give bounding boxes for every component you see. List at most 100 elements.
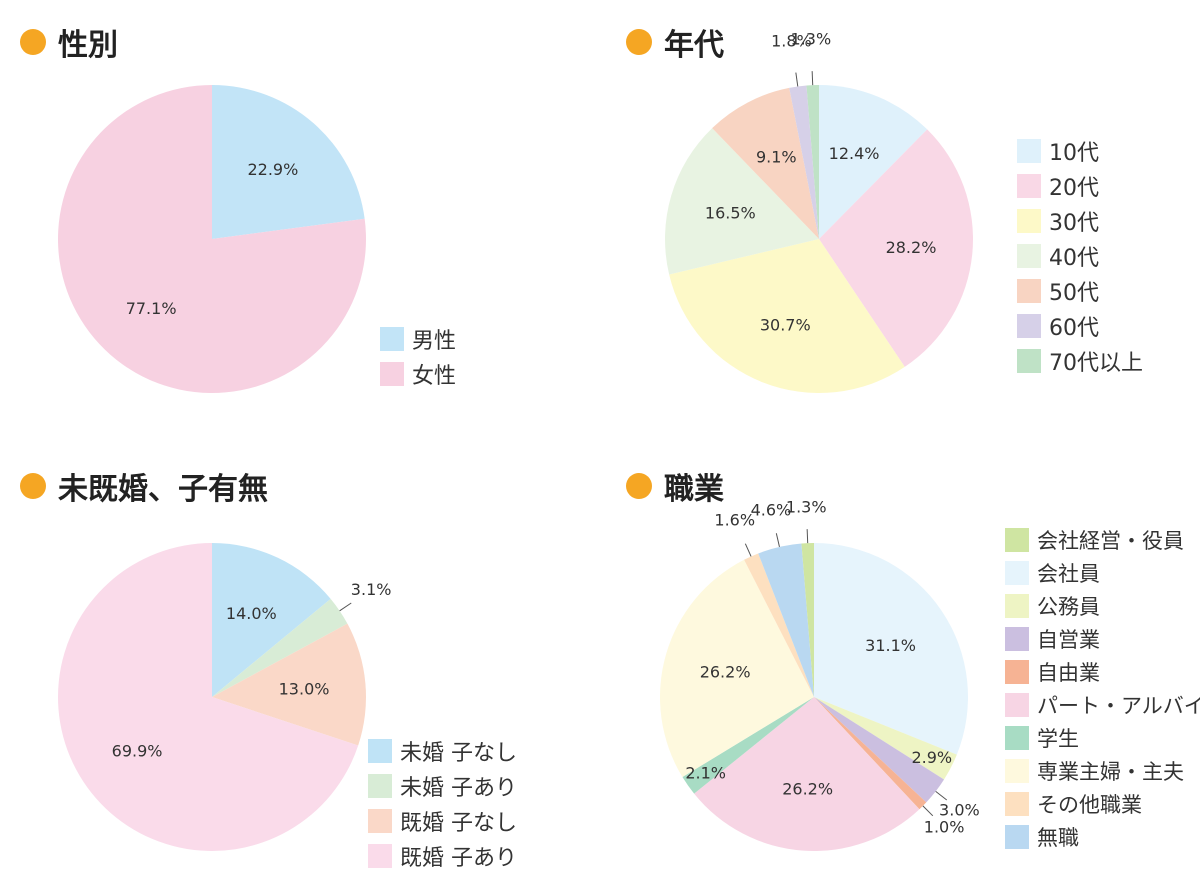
legend-item-female: 女性 <box>380 361 457 389</box>
legend-swatch <box>1017 279 1041 303</box>
slice-label: 13.0% <box>279 679 330 698</box>
legend-swatch <box>368 809 392 833</box>
legend-label: 無職 <box>1037 826 1079 850</box>
legend-item-civil-servant: 公務員 <box>1005 593 1200 619</box>
leader-line <box>935 790 948 801</box>
slice-label: 1.0% <box>924 818 965 837</box>
slice-label: 2.1% <box>685 764 726 783</box>
pie-slice <box>814 697 927 810</box>
pie-slice <box>819 129 973 367</box>
legend-item-20s: 20代 <box>1017 173 1143 201</box>
leader-line <box>806 529 809 544</box>
job-panel: 職業 31.1% 2.9% 3.0% 1.0% 26.2% 2.1% 26.2% 1.6% 4.… <box>600 440 1200 879</box>
title-dot-icon <box>20 473 46 499</box>
gender-title-text: 性別 <box>58 28 118 63</box>
slice-label: 1.6% <box>714 510 755 529</box>
legend-item-60s: 60代 <box>1017 313 1143 341</box>
legend-label: 既婚 子なし <box>400 811 517 836</box>
slice-label: 14.0% <box>226 604 277 623</box>
legend-item-70s-plus: 70代以上 <box>1017 348 1143 376</box>
legend-swatch <box>1017 349 1041 373</box>
pie-slice <box>669 239 905 394</box>
legend-item-male: 男性 <box>380 326 457 354</box>
gender-panel: 性別 22.9% 77.1% 男性 女性 <box>0 0 600 440</box>
legend-label: 学生 <box>1037 727 1079 751</box>
legend-label: 女性 <box>412 364 457 389</box>
legend-swatch <box>1017 139 1041 163</box>
legend-swatch <box>1005 693 1029 717</box>
legend-swatch <box>380 327 404 351</box>
leader-line <box>775 533 780 548</box>
legend-label: 未婚 子あり <box>400 776 517 801</box>
age-title-text: 年代 <box>664 28 724 63</box>
pie-slice <box>819 85 928 239</box>
legend-swatch <box>1005 660 1029 684</box>
pie-slice <box>712 87 819 239</box>
job-pie-chart: 31.1% 2.9% 3.0%1.0% 26.2% 2.1% 26.2% 1.6%4.6%1… <box>660 498 980 851</box>
legend-item-employee: 会社員 <box>1005 560 1200 586</box>
legend-label: 50代 <box>1049 281 1099 306</box>
legend-swatch <box>1005 561 1029 585</box>
legend-label: 70代以上 <box>1049 351 1143 376</box>
legend-label: 自営業 <box>1037 628 1100 652</box>
legend-item-other-job: その他職業 <box>1005 791 1200 817</box>
legend-swatch <box>1005 726 1029 750</box>
legend-item-single-with-children: 未婚 子あり <box>368 773 517 801</box>
legend-item-30s: 30代 <box>1017 208 1143 236</box>
legend-swatch <box>368 774 392 798</box>
slice-label: 30.7% <box>760 316 811 335</box>
legend-item-self-employed: 自営業 <box>1005 626 1200 652</box>
slice-label: 1.3% <box>791 30 832 49</box>
title-dot-icon <box>626 473 652 499</box>
leader-line <box>795 72 799 87</box>
legend-item-married-with-children: 既婚 子あり <box>368 843 517 871</box>
pie-slice <box>789 85 819 239</box>
leader-line <box>339 602 352 612</box>
marital-legend: 未婚 子なし 未婚 子あり 既婚 子なし 既婚 子あり <box>368 738 517 871</box>
slice-label: 77.1% <box>126 299 177 318</box>
legend-label: 既婚 子あり <box>400 846 517 871</box>
marital-pie-chart: 14.0% 3.1% 13.0% 69.9% <box>57 543 391 851</box>
legend-swatch <box>368 739 392 763</box>
leader-line <box>744 543 752 557</box>
pie-slice <box>212 85 365 239</box>
legend-label: 会社員 <box>1037 562 1100 586</box>
slice-label: 28.2% <box>886 238 937 257</box>
legend-item-40s: 40代 <box>1017 243 1143 271</box>
pie-slice <box>758 543 814 697</box>
legend-item-homemaker: 専業主婦・主夫 <box>1005 758 1200 784</box>
legend-swatch <box>1005 759 1029 783</box>
marital-title-text: 未既婚、子有無 <box>58 472 268 507</box>
age-panel: 年代 12.4% 28.2% 30.7% 16.5% 9.1% 1.8% 1.3% 10代 … <box>600 0 1200 440</box>
pie-slice <box>694 697 920 851</box>
legend-swatch <box>380 362 404 386</box>
legend-swatch <box>1017 314 1041 338</box>
title-dot-icon <box>626 29 652 55</box>
marital-title: 未既婚、子有無 <box>20 464 268 508</box>
legend-item-unemployed: 無職 <box>1005 824 1200 850</box>
gender-pie-chart: 22.9% 77.1% <box>58 85 367 393</box>
job-legend: 会社経営・役員 会社員 公務員 自営業 自由業 パート・アルバイト 学生 専業 <box>1005 527 1200 850</box>
slice-label: 4.6% <box>751 500 792 519</box>
gender-legend: 男性 女性 <box>380 326 457 389</box>
slice-label: 26.2% <box>700 662 751 681</box>
legend-label: 20代 <box>1049 176 1099 201</box>
legend-label: 男性 <box>412 329 457 354</box>
legend-item-part-time: パート・アルバイト <box>1005 692 1200 718</box>
pie-slice <box>814 697 957 780</box>
legend-label: 10代 <box>1049 141 1099 166</box>
age-pie-chart: 12.4% 28.2% 30.7% 16.5% 9.1% 1.8%1.3% <box>665 30 973 394</box>
leader-line <box>922 805 934 817</box>
legend-swatch <box>1005 792 1029 816</box>
legend-swatch <box>1005 825 1029 849</box>
slice-label: 1.3% <box>786 498 827 517</box>
legend-label: 公務員 <box>1037 595 1100 619</box>
legend-label: 自由業 <box>1037 661 1100 685</box>
job-title: 職業 <box>626 464 724 508</box>
legend-label: 30代 <box>1049 211 1099 236</box>
legend-item-single-no-children: 未婚 子なし <box>368 738 517 766</box>
legend-swatch <box>1017 209 1041 233</box>
legend-item-50s: 50代 <box>1017 278 1143 306</box>
legend-label: 40代 <box>1049 246 1099 271</box>
leader-line <box>811 71 814 86</box>
